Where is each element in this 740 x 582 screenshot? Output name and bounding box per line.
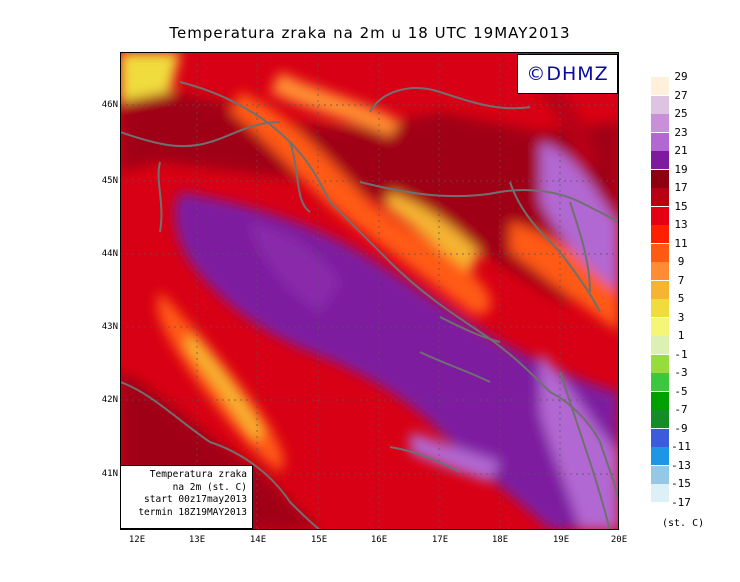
lon-label-18e: 18E	[491, 535, 509, 545]
legend-swatch	[651, 484, 669, 502]
legend-swatch	[651, 447, 669, 465]
legend-label: 27	[674, 88, 688, 102]
legend-label: -13	[671, 458, 691, 472]
lat-label-45n: 45N	[101, 176, 118, 186]
info-line-1: Temperatura zraka	[149, 469, 247, 480]
info-box: Temperatura zraka na 2m (st. C) start 00…	[120, 465, 253, 529]
lon-label-13e: 13E	[188, 535, 206, 545]
lon-label-15e: 15E	[310, 535, 328, 545]
legend-swatch	[651, 336, 669, 354]
lat-label-44n: 44N	[101, 249, 118, 259]
legend-swatch	[651, 410, 669, 428]
map-canvas	[120, 52, 619, 530]
legend-swatch	[651, 151, 669, 169]
lon-label-20e: 20E	[610, 535, 628, 545]
lon-label-12e: 12E	[128, 535, 146, 545]
legend-swatch	[651, 169, 669, 188]
legend-label: -5	[674, 384, 688, 398]
legend-swatch	[651, 354, 669, 373]
legend-label: -7	[674, 403, 688, 416]
legend-label: 9	[677, 255, 685, 268]
lon-label-19e: 19E	[552, 535, 570, 545]
legend-label: 19	[674, 162, 688, 176]
lat-label-46n: 46N	[101, 100, 118, 110]
legend-swatch	[651, 280, 669, 299]
legend-swatch	[651, 391, 669, 410]
legend-label: 13	[674, 218, 688, 231]
lat-label-42n: 42N	[101, 395, 118, 405]
legend-label: 25	[674, 107, 688, 120]
legend-swatch	[651, 262, 669, 280]
lat-label-43n: 43N	[101, 322, 118, 332]
legend-label: 7	[677, 273, 685, 287]
legend-swatch	[651, 465, 669, 484]
legend-swatch	[651, 95, 669, 114]
info-line-3: start 00z17may2013	[144, 494, 247, 505]
legend-swatch	[651, 132, 669, 151]
lat-label-41n: 41N	[101, 469, 118, 479]
legend-units: (st. C)	[662, 518, 705, 529]
info-line-4: termin 18Z19MAY2013	[138, 506, 247, 518]
legend-label: 1	[677, 329, 685, 342]
legend-swatch	[651, 225, 669, 243]
dhmz-logo: ©DHMZ	[517, 54, 618, 94]
legend-swatch	[651, 114, 669, 132]
legend-label: -1	[674, 347, 688, 361]
legend-label: -11	[671, 440, 691, 453]
legend-swatch	[651, 428, 669, 447]
legend-label: -9	[674, 421, 688, 435]
legend-label: 5	[677, 292, 685, 305]
legend-label: -3	[674, 366, 688, 379]
legend-swatch	[651, 243, 669, 262]
legend-label: 21	[674, 144, 688, 157]
lon-label-16e: 16E	[370, 535, 388, 545]
legend-label: 23	[674, 125, 688, 139]
legend-label: 29	[674, 70, 688, 83]
coastlines-borders	[120, 81, 619, 530]
legend-label: -17	[671, 495, 691, 509]
legend-label: 17	[674, 181, 688, 194]
legend-swatch	[651, 188, 669, 206]
legend-label: 3	[677, 310, 685, 324]
legend-label: 11	[674, 236, 688, 250]
lon-label-14e: 14E	[249, 535, 267, 545]
legend-swatch	[651, 373, 669, 391]
legend-swatch	[651, 206, 669, 225]
legend-swatch	[651, 299, 669, 317]
legend-label: 15	[674, 199, 688, 213]
legend-swatch	[651, 317, 669, 336]
info-line-2: na 2m (st. C)	[172, 481, 247, 493]
lon-label-17e: 17E	[431, 535, 449, 545]
temperature-map: ©DHMZ Temperatura zraka na 2m (st. C) st…	[120, 52, 619, 530]
lat-lon-grid	[120, 52, 619, 530]
legend-label: -15	[671, 477, 691, 490]
map-title: Temperatura zraka na 2m u 18 UTC 19MAY20…	[169, 24, 571, 42]
legend-swatch	[651, 77, 669, 95]
